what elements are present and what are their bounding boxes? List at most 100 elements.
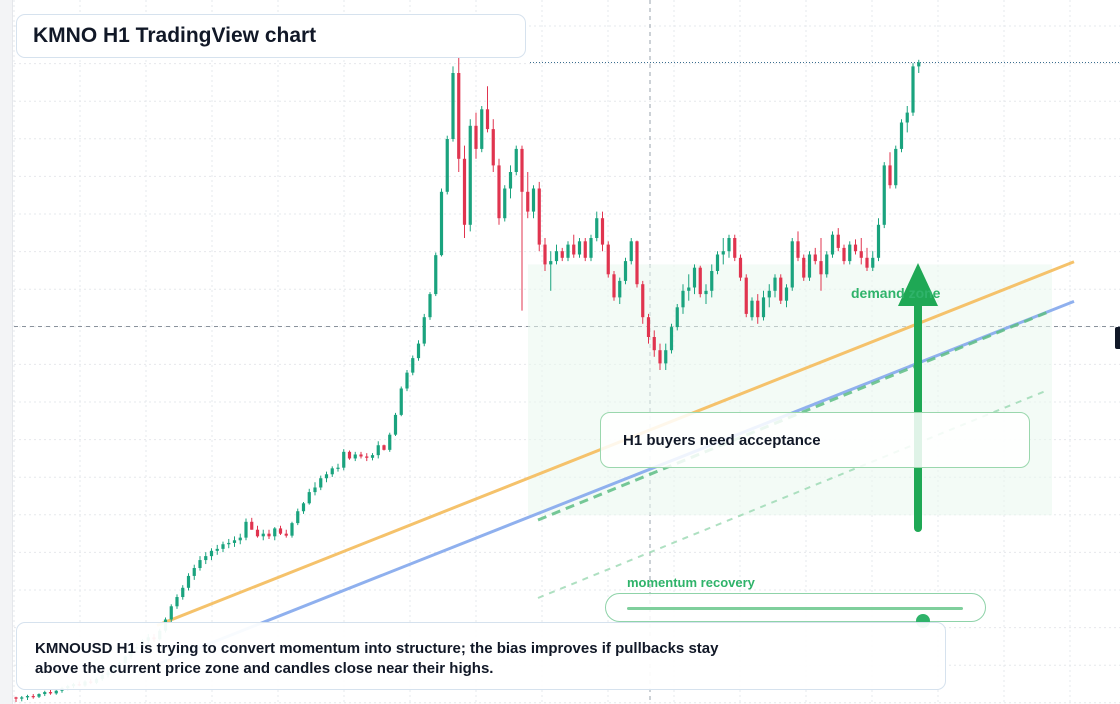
candle-body (227, 542, 231, 545)
candle-body (526, 191, 530, 212)
candle-body (434, 255, 438, 295)
candle-body (347, 451, 352, 459)
candle-body (474, 125, 478, 149)
candle-body (451, 73, 455, 139)
candle-body (905, 112, 909, 123)
candle-body (181, 587, 185, 598)
candle-body (595, 218, 599, 238)
candle-body (330, 468, 334, 475)
candle-body (255, 529, 260, 537)
candle-body (31, 696, 35, 698)
candle-body (537, 188, 541, 245)
candle-body (767, 290, 771, 298)
candle-body (733, 238, 737, 258)
candle-body (796, 241, 800, 258)
candle-body (319, 478, 323, 488)
candle-body (382, 445, 386, 450)
candle-body (462, 158, 467, 225)
candle-body (554, 251, 559, 262)
momentum-slider[interactable] (605, 593, 986, 628)
callout-text: H1 buyers need acceptance (623, 431, 821, 449)
candle-body (566, 244, 570, 258)
candle-body (715, 254, 720, 271)
candle-body (439, 191, 444, 256)
candle-body (543, 244, 547, 265)
candle-body (324, 474, 329, 479)
demand-arrow-head (898, 263, 938, 306)
candle-body (635, 241, 639, 285)
candle-body (807, 254, 812, 278)
candle-body (405, 372, 409, 389)
candle-body (531, 188, 536, 212)
candle-body (273, 528, 277, 537)
candle-body (871, 257, 875, 268)
candle-body (560, 251, 564, 258)
candlestick-series (14, 46, 921, 702)
candle-body (692, 267, 697, 288)
candle-body (497, 165, 501, 219)
candle-body (48, 692, 53, 694)
candle-body (485, 109, 490, 130)
candle-body (503, 188, 507, 219)
candle-body (198, 560, 202, 568)
candle-body (848, 244, 852, 262)
candle-body (25, 696, 30, 698)
candle-body (623, 261, 628, 281)
candle-body (261, 533, 265, 537)
current-price-marker (1115, 327, 1120, 349)
candle-body (612, 274, 616, 298)
candle-body (652, 337, 656, 351)
candle-body (894, 148, 898, 186)
candle-body (784, 287, 789, 301)
candle-body (284, 533, 288, 536)
candle-body (313, 487, 317, 493)
candle-body (411, 358, 415, 373)
candle-body (750, 300, 754, 318)
candle-body (204, 556, 208, 561)
candle-body (917, 62, 921, 67)
candle-body (727, 238, 731, 252)
candle-body (169, 606, 173, 620)
candle-body (209, 550, 214, 557)
candle-body (865, 257, 869, 268)
candle-body (370, 455, 375, 458)
candle-body (508, 172, 513, 189)
left-toolbar-rail (0, 0, 13, 704)
candle-body (14, 697, 18, 699)
title-card: KMNO H1 TradingView chart (16, 14, 526, 58)
candle-body (853, 244, 858, 252)
candle-body (388, 434, 392, 450)
candle-body (232, 540, 237, 543)
candle-body (514, 148, 518, 172)
candle-body (422, 317, 426, 344)
candle-body (20, 697, 24, 699)
candle-body (899, 122, 904, 149)
candle-body (192, 568, 196, 576)
candle-body (215, 548, 219, 551)
candle-body (589, 238, 593, 258)
candle-body (698, 267, 702, 295)
candle-body (836, 234, 840, 248)
candle-body (250, 521, 254, 530)
candle-body (606, 244, 610, 275)
summary-card: KMNOUSD H1 is trying to convert momentum… (16, 622, 946, 690)
candle-body (416, 343, 421, 359)
candle-body (43, 692, 47, 695)
candle-body (664, 350, 668, 364)
candle-body (629, 241, 633, 262)
candle-body (802, 257, 806, 278)
summary-text: KMNOUSD H1 is trying to convert momentum… (35, 640, 719, 677)
candle-body (221, 544, 225, 549)
candle-body (618, 280, 622, 298)
candle-body (37, 694, 41, 697)
candle-body (577, 241, 582, 255)
candle-body (175, 597, 179, 607)
candle-body (876, 224, 881, 258)
candle-body (756, 300, 760, 318)
candle-body (687, 287, 691, 291)
page-title: KMNO H1 TradingView chart (33, 24, 317, 47)
momentum-label: momentum recovery (627, 575, 755, 590)
candle-body (738, 257, 743, 278)
